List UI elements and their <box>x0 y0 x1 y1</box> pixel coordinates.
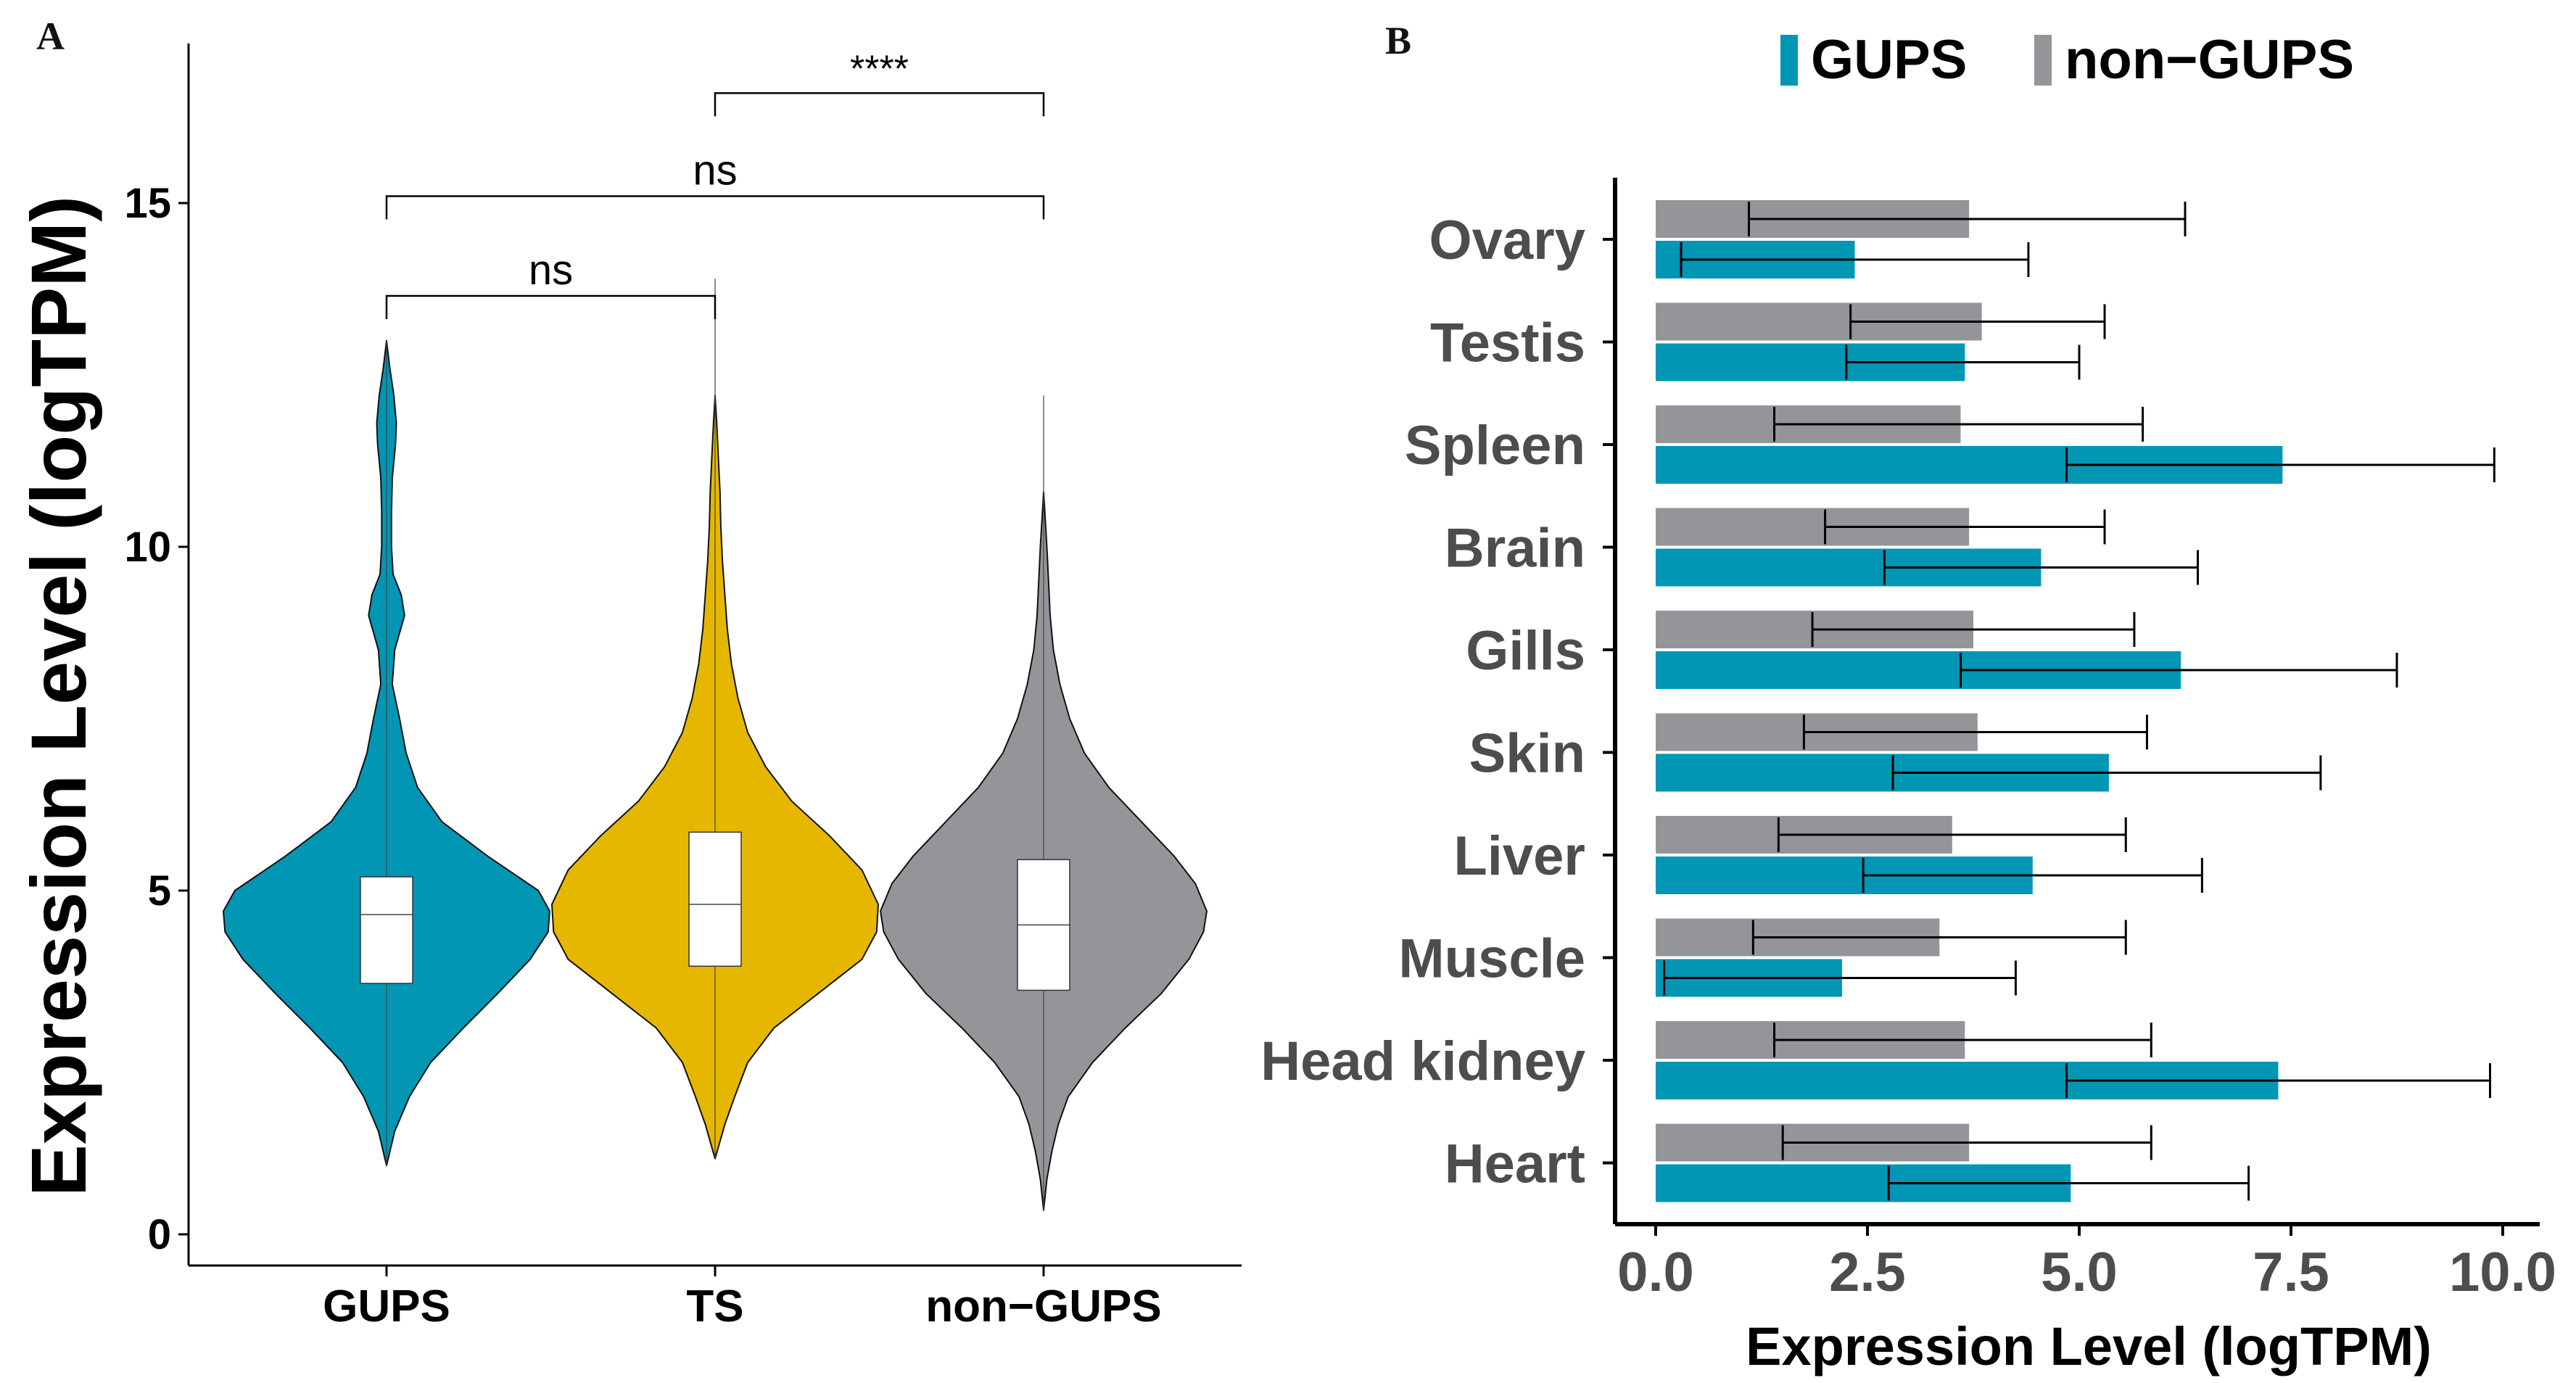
box-gups <box>360 876 413 984</box>
significance-label: ns <box>693 147 737 194</box>
panel-a-label: A <box>36 15 65 58</box>
category-label-head-kidney: Head kidney <box>1260 1031 1585 1092</box>
x-tick-label: 7.5 <box>2253 1242 2329 1303</box>
category-label-skin: Skin <box>1469 723 1586 785</box>
category-label-muscle: Muscle <box>1398 928 1585 990</box>
panel-a-y-axis-title: Expression Level (logTPM) <box>15 196 102 1197</box>
panel-b-x-axis-title: Expression Level (logTPM) <box>1746 1316 2432 1376</box>
panel-a: A Expression Level (logTPM) ns ns **** 0 5 1… <box>15 15 1242 1332</box>
x-tick-label: 5.0 <box>2041 1242 2118 1303</box>
legend: GUPS non−GUPS <box>1780 29 2354 91</box>
significance-label: **** <box>850 48 909 90</box>
category-label-testis: Testis <box>1430 313 1585 374</box>
category-label-gills: Gills <box>1466 620 1585 682</box>
comparison-brackets: ns ns **** <box>385 48 1045 319</box>
x-tick-label: 2.5 <box>1829 1242 1906 1303</box>
comparison-bracket <box>385 195 1045 220</box>
legend-swatch-gups <box>1780 35 1798 86</box>
significance-label: ns <box>529 247 573 294</box>
panel-b-x-ticks: 0.0 2.5 5.0 7.5 10.0 <box>1617 1224 2556 1303</box>
legend-label-gups: GUPS <box>1811 29 1967 91</box>
y-tick-label: 5 <box>148 867 171 915</box>
category-label-brain: Brain <box>1445 518 1585 579</box>
legend-label-non-gups: non−GUPS <box>2065 29 2354 91</box>
panel-a-x-ticks: GUPS TS non−GUPS <box>323 1266 1162 1332</box>
category-label-spleen: Spleen <box>1405 415 1585 476</box>
panel-b-label: B <box>1385 19 1411 62</box>
comparison-bracket <box>714 92 1045 117</box>
x-tick-label-gups: GUPS <box>323 1281 450 1332</box>
category-label-ovary: Ovary <box>1429 210 1586 271</box>
x-tick-label: 10.0 <box>2449 1242 2556 1303</box>
boxplot-layer <box>360 278 1070 1210</box>
box-ts <box>688 831 742 967</box>
errorbar-layer <box>1663 202 2496 1201</box>
x-tick-label: 0.0 <box>1617 1242 1694 1303</box>
y-tick-label: 10 <box>124 524 171 571</box>
comparison-bracket <box>385 294 717 319</box>
x-tick-label-non-gups: non−GUPS <box>925 1281 1162 1332</box>
category-label-heart: Heart <box>1445 1134 1585 1195</box>
y-tick-label: 15 <box>124 180 171 227</box>
panel-b: B GUPS non−GUPS Ovary Testis Spleen Brain Gil… <box>1260 19 2556 1376</box>
panel-a-y-ticks: 0 5 10 15 <box>124 180 189 1258</box>
panel-b-category-labels: Ovary Testis Spleen Brain Gills Skin Liver Musc… <box>1260 210 1615 1195</box>
category-label-liver: Liver <box>1453 825 1585 887</box>
x-tick-label-ts: TS <box>686 1281 743 1332</box>
y-tick-label: 0 <box>148 1211 171 1258</box>
legend-swatch-non-gups <box>2034 35 2052 86</box>
